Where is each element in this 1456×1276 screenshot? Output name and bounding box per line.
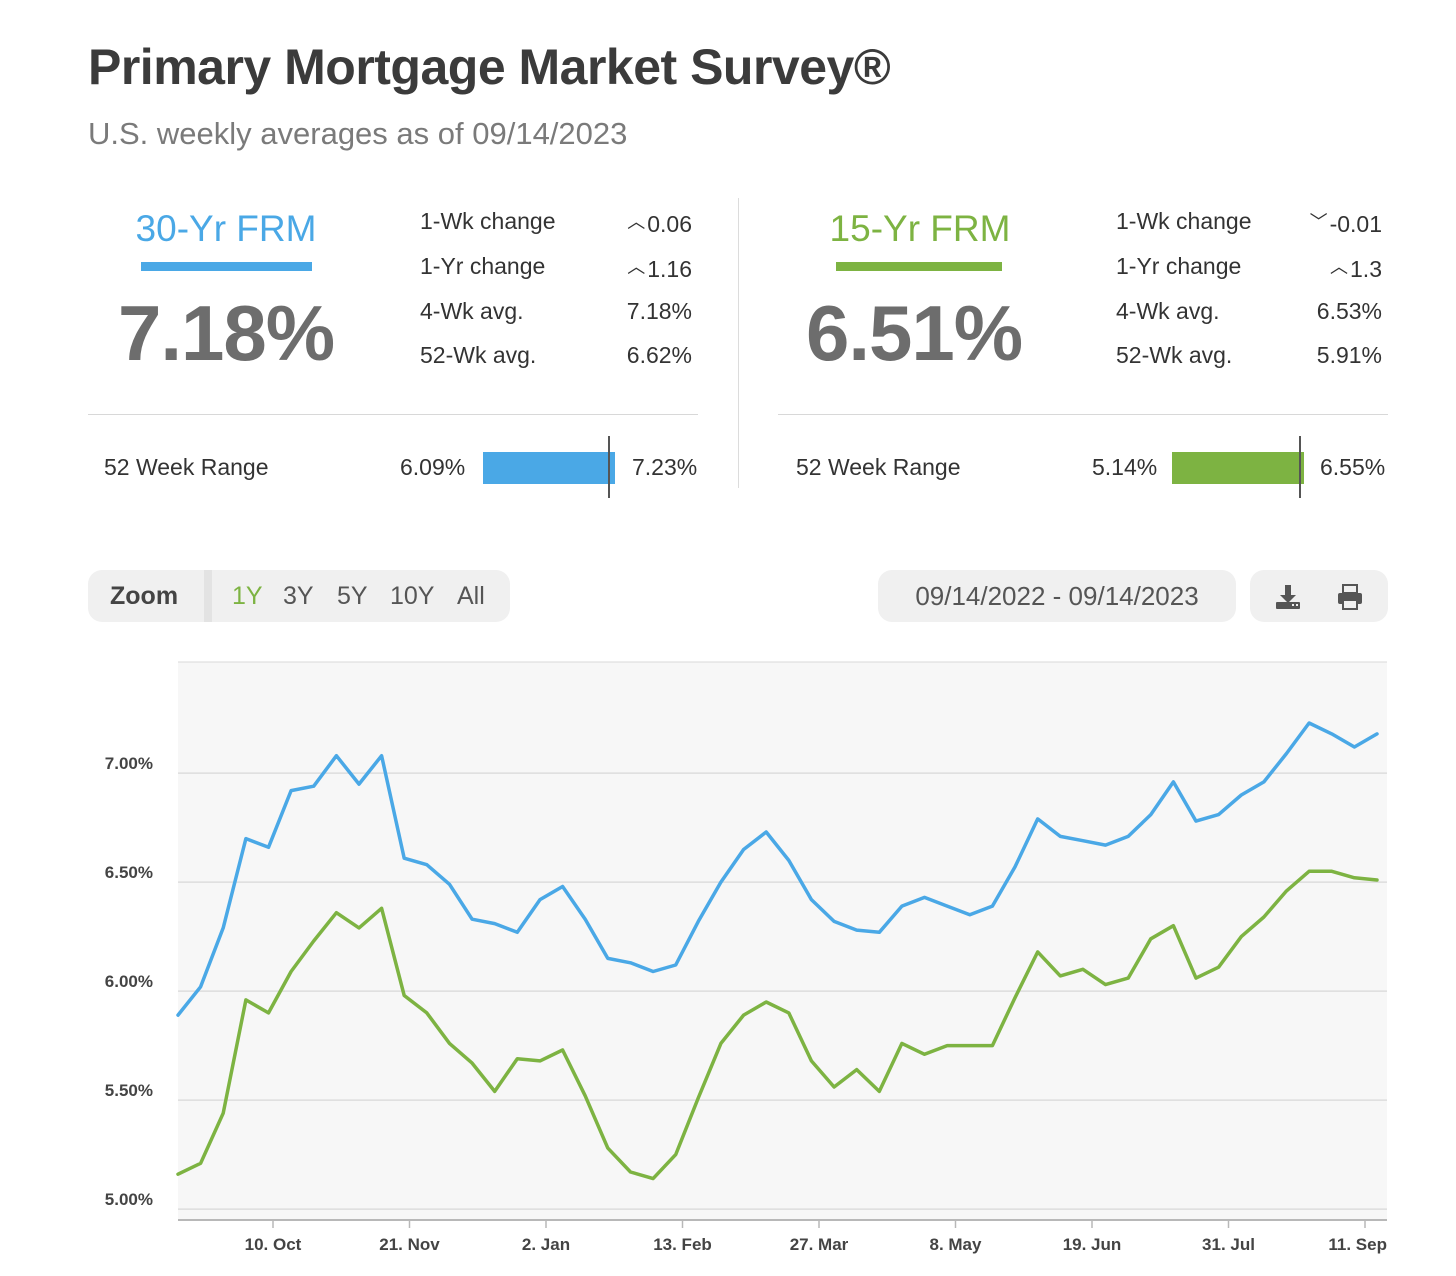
zoom-5y-button[interactable]: 5Y xyxy=(337,582,368,610)
range-max: 7.23% xyxy=(632,454,698,480)
x-tick-label: 8. May xyxy=(930,1235,983,1254)
rate-panel-30yr: 30-Yr FRM 7.18% 1-Wk change ︿0.06 1-Yr c… xyxy=(88,196,708,498)
page-title: Primary Mortgage Market Survey® xyxy=(88,39,891,95)
chevron-up-icon: ︿ xyxy=(627,257,646,277)
y-tick-label: 6.00% xyxy=(105,972,153,991)
y-tick-label: 7.00% xyxy=(105,754,153,773)
current-rate: 7.18% xyxy=(118,289,335,377)
chevron-up-icon: ︿ xyxy=(627,212,646,232)
range-label: 52 Week Range xyxy=(104,454,269,480)
stat-label: 52-Wk avg. xyxy=(1116,342,1233,368)
stat-label: 1-Yr change xyxy=(420,253,546,279)
rate-name: 15-Yr FRM xyxy=(829,208,1011,249)
stat-label: 52-Wk avg. xyxy=(420,342,537,368)
chevron-down-icon: ﹀ xyxy=(1309,212,1328,232)
rate-underline xyxy=(141,262,312,271)
print-icon[interactable] xyxy=(1335,582,1365,612)
rate-underline xyxy=(836,262,1002,271)
stat-row-4wk: 4-Wk avg. 7.18% xyxy=(420,298,692,338)
y-axis: 5.00% 5.50% 6.00% 6.50% 7.00% xyxy=(105,754,153,1209)
range-min: 6.09% xyxy=(400,454,466,480)
stat-value: 6.53% xyxy=(1316,298,1382,324)
stat-value: 7.18% xyxy=(626,298,692,324)
stat-value: 5.91% xyxy=(1316,342,1382,368)
x-tick-label: 10. Oct xyxy=(245,1235,302,1254)
stat-row-52wk: 52-Wk avg. 6.62% xyxy=(420,342,692,382)
zoom-label: Zoom xyxy=(110,582,179,610)
stat-row-4wk: 4-Wk avg. 6.53% xyxy=(1116,298,1382,338)
x-tick-label: 13. Feb xyxy=(653,1235,712,1254)
rate-name: 30-Yr FRM xyxy=(135,208,317,249)
stat-label: 1-Yr change xyxy=(1116,253,1242,279)
stat-value: ︿0.06 xyxy=(627,211,692,237)
stat-value: ﹀-0.01 xyxy=(1309,211,1382,237)
zoom-control: Zoom 1Y 3Y 5Y 10Y All xyxy=(88,570,510,622)
range-current-marker xyxy=(608,436,611,498)
download-icon[interactable] xyxy=(1273,582,1303,612)
stat-row-52wk: 52-Wk avg. 5.91% xyxy=(1116,342,1382,382)
page-subtitle: U.S. weekly averages as of 09/14/2023 xyxy=(88,116,628,151)
stat-label: 4-Wk avg. xyxy=(420,298,524,324)
x-axis: 10. Oct 21. Nov 2. Jan 13. Feb 27. Mar 8. May… xyxy=(245,1220,1387,1254)
range-max: 6.55% xyxy=(1320,454,1386,480)
x-tick-label: 19. Jun xyxy=(1063,1235,1122,1254)
stat-row-1yr: 1-Yr change ︿1.3 xyxy=(1116,253,1382,293)
divider xyxy=(778,414,1388,415)
stat-value: 6.62% xyxy=(626,342,692,368)
x-tick-label: 27. Mar xyxy=(790,1235,849,1254)
stat-label: 1-Wk change xyxy=(420,208,556,234)
x-tick-label: 2. Jan xyxy=(522,1235,570,1254)
stat-label: 1-Wk change xyxy=(1116,208,1252,234)
current-rate: 6.51% xyxy=(806,289,1023,377)
rate-panel-15yr: 15-Yr FRM 6.51% 1-Wk change ﹀-0.01 1-Yr … xyxy=(778,196,1398,498)
panel-divider xyxy=(738,198,739,488)
y-tick-label: 6.50% xyxy=(105,863,153,882)
zoom-separator xyxy=(204,570,212,622)
zoom-1y-button[interactable]: 1Y xyxy=(232,582,263,610)
chevron-up-icon: ︿ xyxy=(1330,257,1349,277)
range-bar xyxy=(483,452,615,484)
x-tick-label: 31. Jul xyxy=(1202,1235,1255,1254)
series-line-15yr xyxy=(176,869,1379,1181)
date-range-input[interactable]: 09/14/2022 - 09/14/2023 xyxy=(878,570,1236,622)
stat-value: ︿1.16 xyxy=(627,256,692,282)
range-current-marker xyxy=(1299,436,1302,498)
series-line-30yr xyxy=(176,721,1379,1017)
stat-row-1wk: 1-Wk change ﹀-0.01 xyxy=(1116,208,1382,248)
chart-tools xyxy=(1250,570,1388,622)
stat-label: 4-Wk avg. xyxy=(1116,298,1220,324)
gridlines xyxy=(178,661,1387,1221)
range-min: 5.14% xyxy=(1092,454,1158,480)
stat-row-1wk: 1-Wk change ︿0.06 xyxy=(420,208,692,248)
plot-background xyxy=(178,662,1387,1220)
range-label: 52 Week Range xyxy=(796,454,961,480)
divider xyxy=(88,414,698,415)
stat-value: ︿1.3 xyxy=(1330,256,1382,282)
y-tick-label: 5.50% xyxy=(105,1081,153,1100)
range-bar xyxy=(1172,452,1304,484)
zoom-3y-button[interactable]: 3Y xyxy=(283,582,314,610)
zoom-all-button[interactable]: All xyxy=(457,582,485,610)
series xyxy=(176,721,1379,1181)
y-tick-label: 5.00% xyxy=(105,1190,153,1209)
rate-history-chart: 5.00% 5.50% 6.00% 6.50% 7.00% 10. Oct 21. Nov… xyxy=(105,661,1387,1254)
x-tick-label: 21. Nov xyxy=(379,1235,440,1254)
zoom-10y-button[interactable]: 10Y xyxy=(390,582,435,610)
x-tick-label: 11. Sep xyxy=(1328,1235,1387,1254)
stat-row-1yr: 1-Yr change ︿1.16 xyxy=(420,253,692,293)
